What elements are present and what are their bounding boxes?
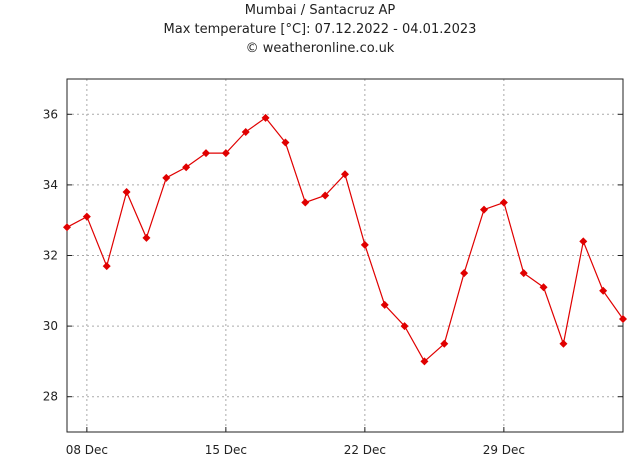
data-point <box>539 283 548 292</box>
data-point <box>440 339 449 348</box>
data-point <box>599 286 608 295</box>
grid-lines <box>67 79 623 432</box>
plot-frame <box>66 78 624 433</box>
data-point <box>559 339 568 348</box>
data-point <box>460 269 469 278</box>
data-point <box>480 205 488 214</box>
data-point <box>241 127 250 136</box>
data-point <box>281 138 290 147</box>
data-point <box>301 198 310 207</box>
chart-title: Mumbai / Santacruz AP <box>244 3 396 18</box>
data-point <box>579 237 588 246</box>
data-point <box>341 170 349 179</box>
data-point <box>63 223 71 232</box>
y-tick-label: 30 <box>43 319 58 333</box>
data-point <box>102 262 111 271</box>
data-point <box>360 240 369 249</box>
y-axis: 28 30 32 34 36 <box>43 107 623 404</box>
data-point <box>82 212 91 221</box>
x-tick-label: 08 Dec <box>66 443 108 457</box>
data-point <box>380 300 389 309</box>
data-point <box>619 315 627 324</box>
data-point <box>499 198 508 207</box>
data-point <box>202 149 210 158</box>
x-axis: 08 Dec 15 Dec 22 Dec 29 Dec <box>66 427 525 457</box>
series-line <box>66 116 624 363</box>
x-tick-label: 29 Dec <box>483 443 525 457</box>
data-point <box>321 191 330 200</box>
data-point <box>142 233 151 242</box>
data-point <box>420 357 429 366</box>
chart-titles: Mumbai / Santacruz AP Max temperature [°… <box>0 0 640 58</box>
data-point <box>122 187 131 196</box>
data-point <box>221 149 230 158</box>
x-tick-label: 22 Dec <box>344 443 386 457</box>
x-tick-label: 15 Dec <box>205 443 247 457</box>
y-tick-label: 36 <box>43 107 58 121</box>
data-point <box>400 322 409 331</box>
data-point <box>261 113 270 122</box>
data-point <box>162 173 171 182</box>
chart-credit: © weatheronline.co.uk <box>245 41 395 56</box>
data-markers <box>63 113 627 366</box>
data-point <box>519 269 528 278</box>
y-tick-label: 34 <box>43 178 58 192</box>
data-point <box>182 163 191 172</box>
y-tick-label: 32 <box>43 249 58 263</box>
chart-subtitle: Max temperature [°C]: 07.12.2022 - 04.01… <box>163 22 477 37</box>
y-tick-label: 28 <box>43 390 58 404</box>
